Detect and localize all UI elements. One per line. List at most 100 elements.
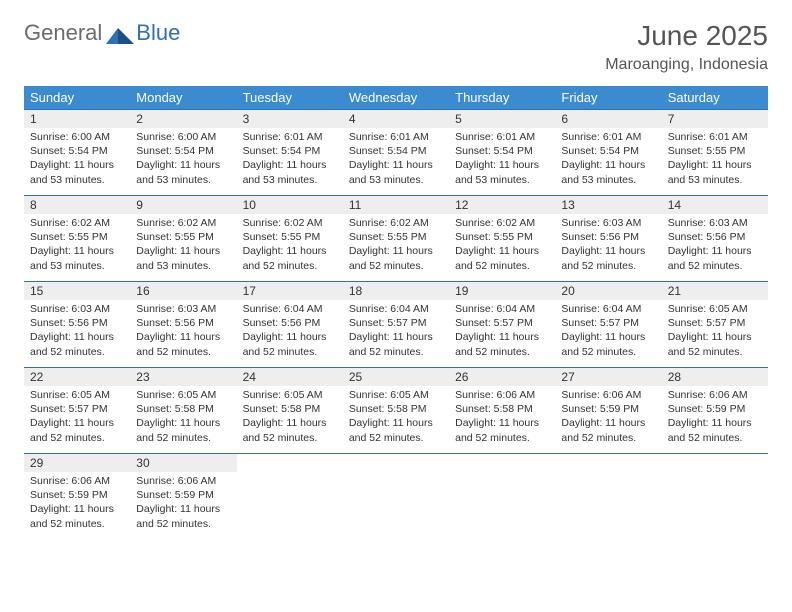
week-row: 22Sunrise: 6:05 AMSunset: 5:57 PMDayligh… — [24, 367, 768, 453]
day-data: Sunrise: 6:06 AMSunset: 5:59 PMDaylight:… — [24, 472, 130, 537]
brand-general: General — [24, 20, 102, 46]
day-number: 9 — [130, 196, 236, 214]
day-number: 30 — [130, 454, 236, 472]
dayname-monday: Monday — [130, 86, 236, 109]
day-data: Sunrise: 6:06 AMSunset: 5:59 PMDaylight:… — [555, 386, 661, 451]
sunrise-text: Sunrise: 6:01 AM — [561, 130, 655, 144]
sunrise-text: Sunrise: 6:05 AM — [136, 388, 230, 402]
calendar-cell: 21Sunrise: 6:05 AMSunset: 5:57 PMDayligh… — [662, 281, 768, 367]
day-data: Sunrise: 6:03 AMSunset: 5:56 PMDaylight:… — [130, 300, 236, 365]
daylight-text: Daylight: 11 hours and 53 minutes. — [30, 244, 124, 272]
day-data: Sunrise: 6:01 AMSunset: 5:54 PMDaylight:… — [343, 128, 449, 193]
sunrise-text: Sunrise: 6:00 AM — [136, 130, 230, 144]
calendar-cell: 14Sunrise: 6:03 AMSunset: 5:56 PMDayligh… — [662, 195, 768, 281]
sunrise-text: Sunrise: 6:04 AM — [561, 302, 655, 316]
calendar-cell: 5Sunrise: 6:01 AMSunset: 5:54 PMDaylight… — [449, 109, 555, 195]
dayname-sunday: Sunday — [24, 86, 130, 109]
sunset-text: Sunset: 5:54 PM — [30, 144, 124, 158]
sunset-text: Sunset: 5:56 PM — [243, 316, 337, 330]
day-data: Sunrise: 6:01 AMSunset: 5:54 PMDaylight:… — [555, 128, 661, 193]
daylight-text: Daylight: 11 hours and 53 minutes. — [136, 244, 230, 272]
day-data: Sunrise: 6:02 AMSunset: 5:55 PMDaylight:… — [343, 214, 449, 279]
sunset-text: Sunset: 5:59 PM — [561, 402, 655, 416]
day-number: 4 — [343, 110, 449, 128]
sunset-text: Sunset: 5:57 PM — [561, 316, 655, 330]
calendar-cell: 15Sunrise: 6:03 AMSunset: 5:56 PMDayligh… — [24, 281, 130, 367]
daylight-text: Daylight: 11 hours and 53 minutes. — [561, 158, 655, 186]
day-data: Sunrise: 6:01 AMSunset: 5:54 PMDaylight:… — [237, 128, 343, 193]
daylight-text: Daylight: 11 hours and 53 minutes. — [349, 158, 443, 186]
day-data: Sunrise: 6:05 AMSunset: 5:58 PMDaylight:… — [237, 386, 343, 451]
daylight-text: Daylight: 11 hours and 52 minutes. — [30, 416, 124, 444]
sunrise-text: Sunrise: 6:01 AM — [349, 130, 443, 144]
daylight-text: Daylight: 11 hours and 52 minutes. — [668, 330, 762, 358]
daylight-text: Daylight: 11 hours and 52 minutes. — [243, 416, 337, 444]
dayname-tuesday: Tuesday — [237, 86, 343, 109]
day-number: 23 — [130, 368, 236, 386]
day-data: Sunrise: 6:04 AMSunset: 5:57 PMDaylight:… — [343, 300, 449, 365]
sunset-text: Sunset: 5:55 PM — [349, 230, 443, 244]
calendar-cell: 9Sunrise: 6:02 AMSunset: 5:55 PMDaylight… — [130, 195, 236, 281]
day-number: 11 — [343, 196, 449, 214]
sunset-text: Sunset: 5:55 PM — [455, 230, 549, 244]
day-data: Sunrise: 6:02 AMSunset: 5:55 PMDaylight:… — [130, 214, 236, 279]
sunrise-text: Sunrise: 6:05 AM — [668, 302, 762, 316]
sunrise-text: Sunrise: 6:01 AM — [668, 130, 762, 144]
sunrise-text: Sunrise: 6:02 AM — [243, 216, 337, 230]
day-data: Sunrise: 6:02 AMSunset: 5:55 PMDaylight:… — [24, 214, 130, 279]
sunset-text: Sunset: 5:57 PM — [455, 316, 549, 330]
sunset-text: Sunset: 5:57 PM — [30, 402, 124, 416]
calendar-body: 1Sunrise: 6:00 AMSunset: 5:54 PMDaylight… — [24, 109, 768, 539]
dayname-friday: Friday — [555, 86, 661, 109]
month-title: June 2025 — [605, 20, 768, 52]
daylight-text: Daylight: 11 hours and 52 minutes. — [243, 330, 337, 358]
dayname-wednesday: Wednesday — [343, 86, 449, 109]
sunset-text: Sunset: 5:58 PM — [136, 402, 230, 416]
calendar-cell: 26Sunrise: 6:06 AMSunset: 5:58 PMDayligh… — [449, 367, 555, 453]
calendar-cell — [449, 453, 555, 539]
sunrise-text: Sunrise: 6:06 AM — [561, 388, 655, 402]
sunrise-text: Sunrise: 6:05 AM — [243, 388, 337, 402]
day-number: 3 — [237, 110, 343, 128]
daylight-text: Daylight: 11 hours and 52 minutes. — [136, 330, 230, 358]
day-number: 13 — [555, 196, 661, 214]
calendar-cell: 24Sunrise: 6:05 AMSunset: 5:58 PMDayligh… — [237, 367, 343, 453]
sunrise-text: Sunrise: 6:06 AM — [30, 474, 124, 488]
sunrise-text: Sunrise: 6:00 AM — [30, 130, 124, 144]
day-data: Sunrise: 6:01 AMSunset: 5:54 PMDaylight:… — [449, 128, 555, 193]
sunset-text: Sunset: 5:59 PM — [136, 488, 230, 502]
sunset-text: Sunset: 5:56 PM — [136, 316, 230, 330]
day-data: Sunrise: 6:03 AMSunset: 5:56 PMDaylight:… — [555, 214, 661, 279]
calendar-cell: 11Sunrise: 6:02 AMSunset: 5:55 PMDayligh… — [343, 195, 449, 281]
day-data: Sunrise: 6:06 AMSunset: 5:58 PMDaylight:… — [449, 386, 555, 451]
day-data: Sunrise: 6:04 AMSunset: 5:57 PMDaylight:… — [555, 300, 661, 365]
sunset-text: Sunset: 5:59 PM — [668, 402, 762, 416]
calendar-table: Sunday Monday Tuesday Wednesday Thursday… — [24, 86, 768, 539]
sunset-text: Sunset: 5:58 PM — [243, 402, 337, 416]
day-data: Sunrise: 6:05 AMSunset: 5:58 PMDaylight:… — [130, 386, 236, 451]
daylight-text: Daylight: 11 hours and 52 minutes. — [136, 416, 230, 444]
calendar-cell: 28Sunrise: 6:06 AMSunset: 5:59 PMDayligh… — [662, 367, 768, 453]
day-number: 27 — [555, 368, 661, 386]
sunset-text: Sunset: 5:54 PM — [455, 144, 549, 158]
day-number: 14 — [662, 196, 768, 214]
day-data: Sunrise: 6:03 AMSunset: 5:56 PMDaylight:… — [662, 214, 768, 279]
day-data: Sunrise: 6:00 AMSunset: 5:54 PMDaylight:… — [24, 128, 130, 193]
day-number: 16 — [130, 282, 236, 300]
calendar-cell — [662, 453, 768, 539]
daylight-text: Daylight: 11 hours and 52 minutes. — [349, 416, 443, 444]
sunrise-text: Sunrise: 6:02 AM — [349, 216, 443, 230]
calendar-cell: 6Sunrise: 6:01 AMSunset: 5:54 PMDaylight… — [555, 109, 661, 195]
daylight-text: Daylight: 11 hours and 53 minutes. — [668, 158, 762, 186]
sunset-text: Sunset: 5:54 PM — [243, 144, 337, 158]
day-number: 5 — [449, 110, 555, 128]
day-number: 24 — [237, 368, 343, 386]
daylight-text: Daylight: 11 hours and 52 minutes. — [668, 416, 762, 444]
day-number: 1 — [24, 110, 130, 128]
calendar-cell: 4Sunrise: 6:01 AMSunset: 5:54 PMDaylight… — [343, 109, 449, 195]
day-number: 29 — [24, 454, 130, 472]
calendar-cell: 2Sunrise: 6:00 AMSunset: 5:54 PMDaylight… — [130, 109, 236, 195]
brand-blue: Blue — [136, 20, 180, 46]
sunset-text: Sunset: 5:55 PM — [30, 230, 124, 244]
sunrise-text: Sunrise: 6:05 AM — [30, 388, 124, 402]
